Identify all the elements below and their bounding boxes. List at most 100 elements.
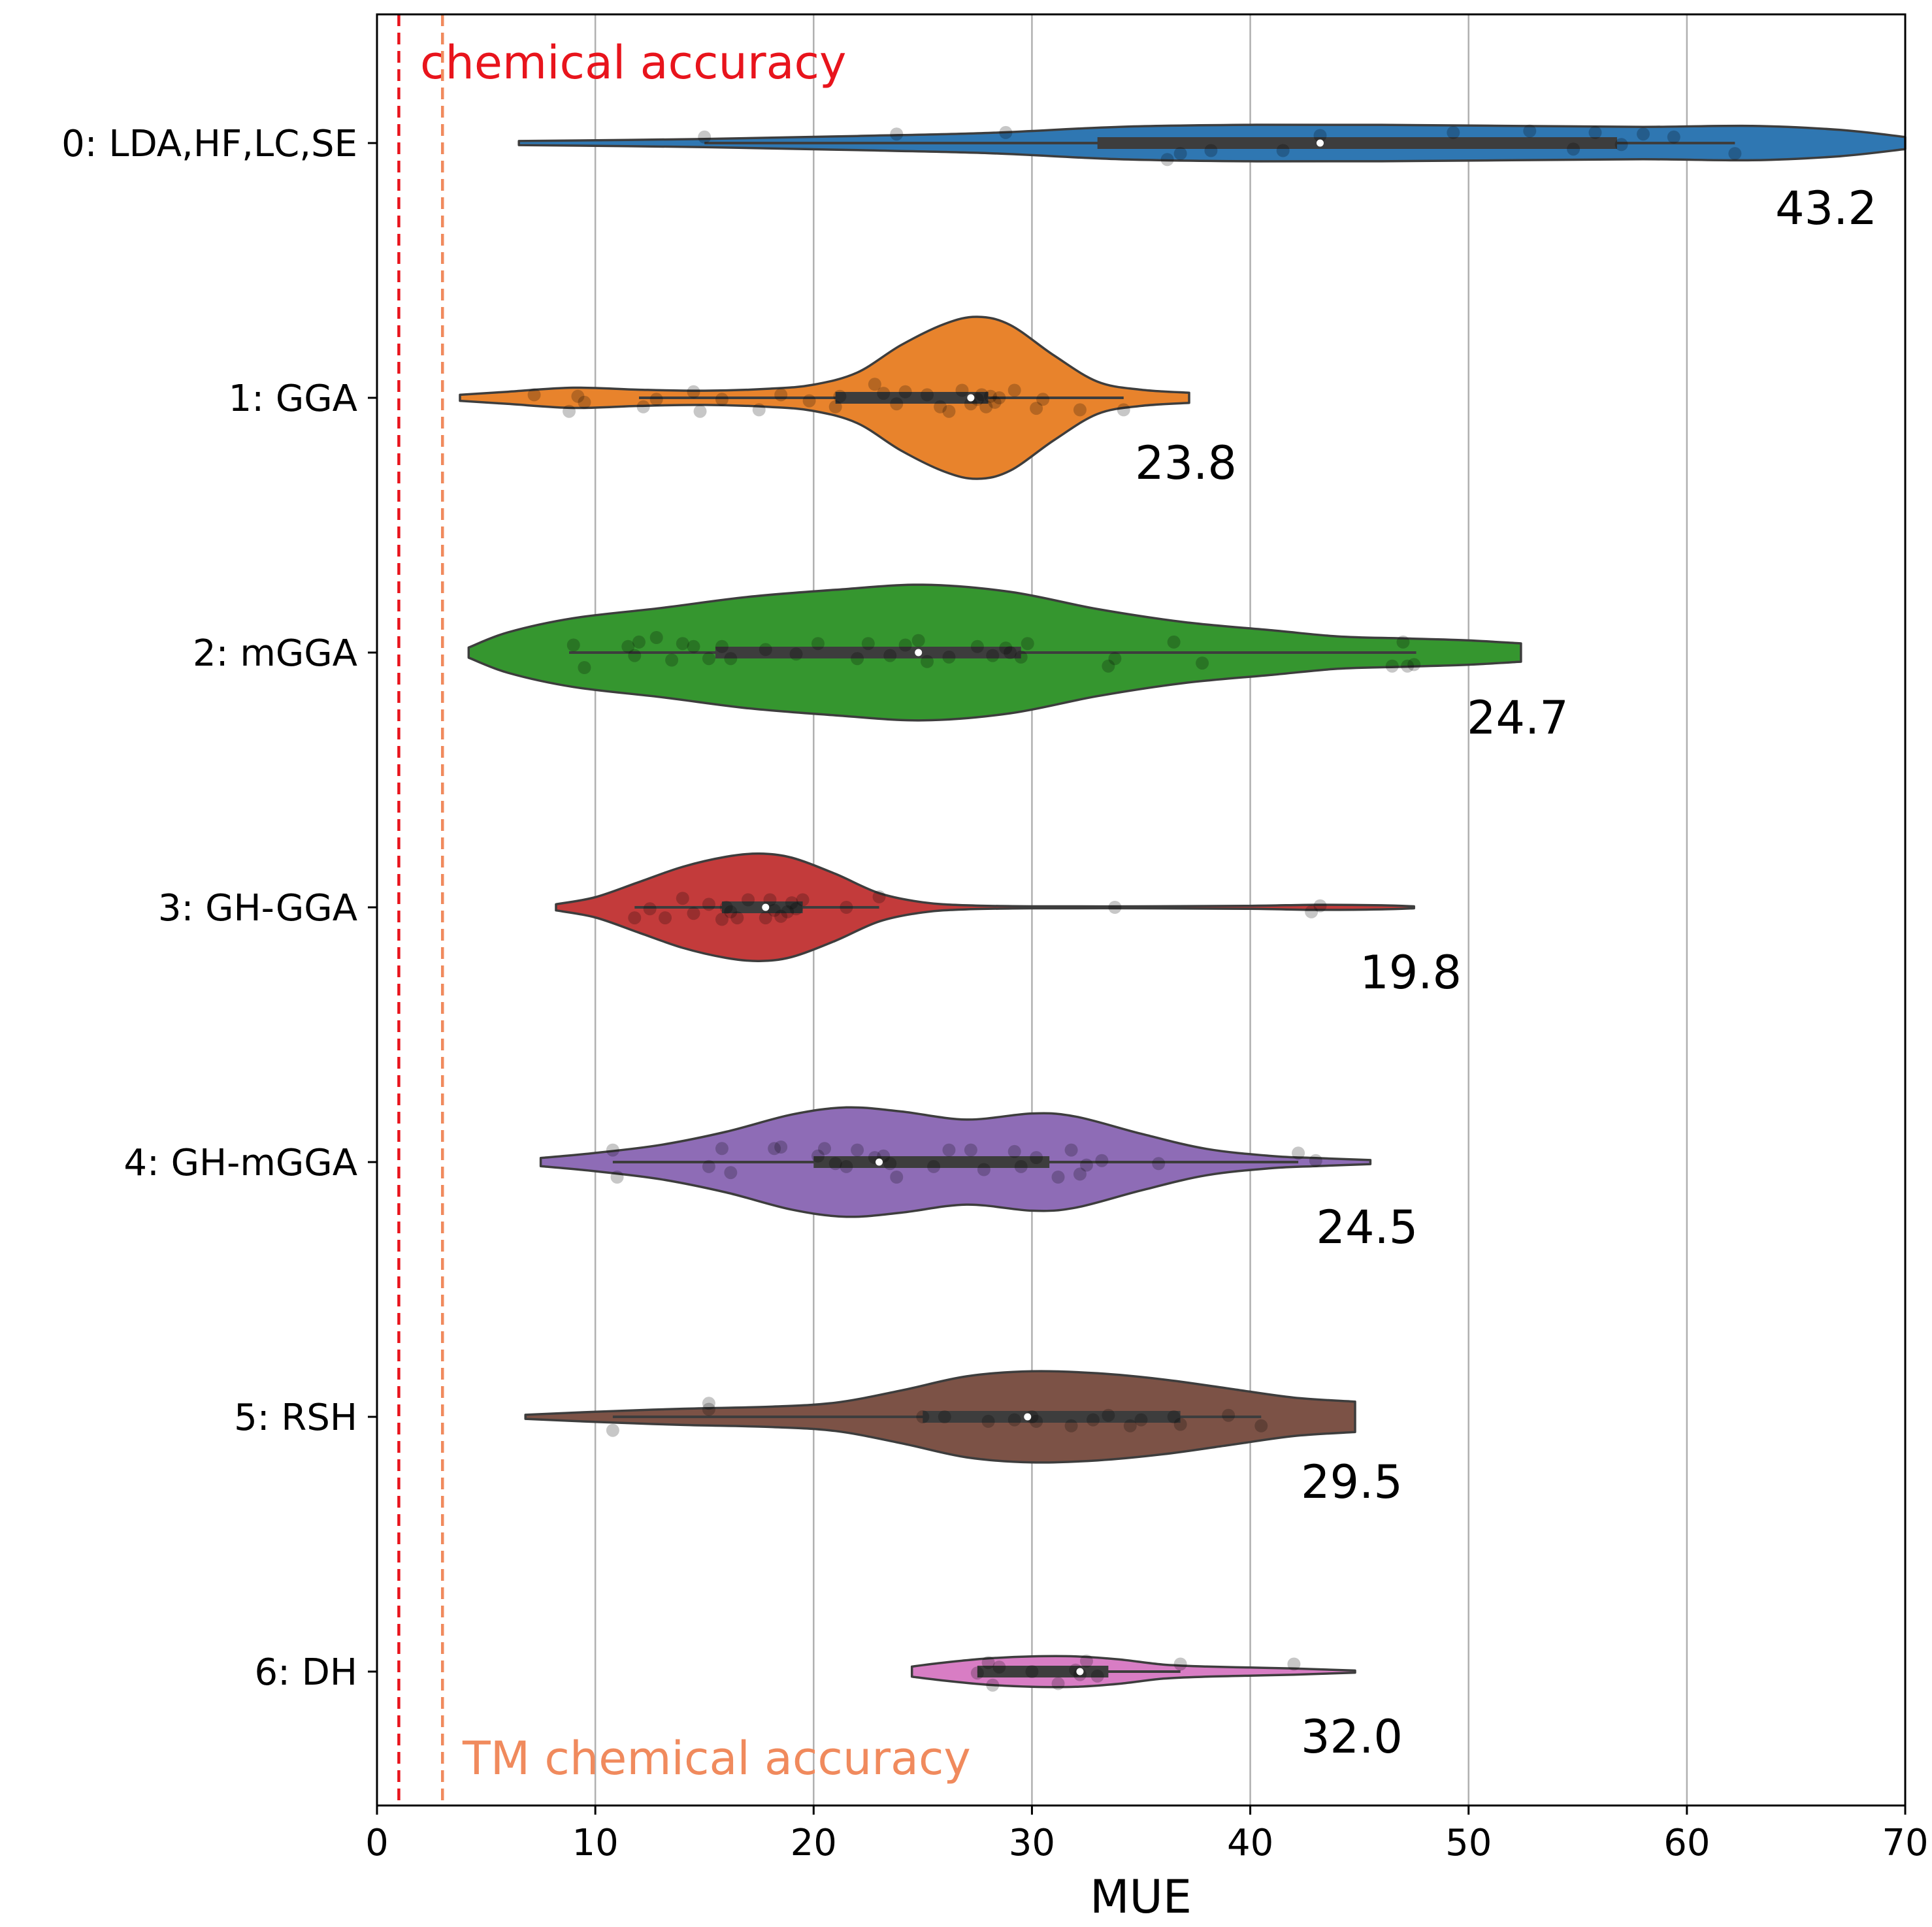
- data-point: [676, 637, 689, 651]
- axes: 0 10 20 30 40 50 60 70 0: LDA,HF,LC,SE 1: GGA 2: m…: [61, 123, 1929, 1864]
- data-point: [665, 653, 679, 667]
- data-point: [578, 661, 591, 674]
- data-point: [1108, 901, 1122, 914]
- data-point: [796, 893, 810, 907]
- data-point: [883, 649, 897, 662]
- y-tick-label-6: 6: DH: [254, 1651, 357, 1694]
- data-point: [768, 903, 781, 917]
- data-point: [1007, 1413, 1021, 1427]
- data-point: [916, 1410, 930, 1423]
- data-point: [693, 404, 707, 418]
- x-tick-label: 50: [1445, 1822, 1492, 1864]
- data-point: [719, 901, 733, 914]
- data-point: [890, 1171, 904, 1184]
- data-point: [621, 640, 635, 653]
- median-marker-4: [876, 1158, 883, 1166]
- data-point: [759, 643, 772, 656]
- y-tick-label-3: 3: GH-GGA: [158, 887, 357, 930]
- data-point: [890, 397, 904, 411]
- data-point: [861, 637, 875, 651]
- data-point: [979, 400, 993, 413]
- data-point: [1117, 403, 1130, 417]
- data-point: [851, 1143, 864, 1157]
- violin-1: [459, 316, 1190, 480]
- data-point: [1523, 124, 1537, 138]
- data-point: [759, 911, 772, 925]
- data-point: [1102, 1408, 1115, 1422]
- data-point: [1728, 147, 1742, 161]
- plot-frame: [376, 13, 1907, 1807]
- data-point: [698, 130, 712, 144]
- data-point: [566, 638, 580, 652]
- data-point: [811, 637, 825, 651]
- data-point: [934, 400, 947, 413]
- data-point: [1004, 646, 1017, 659]
- data-point: [649, 631, 663, 644]
- mean-label-5: 29.5: [1301, 1455, 1403, 1509]
- data-point: [774, 1141, 788, 1154]
- data-point: [1276, 144, 1290, 157]
- data-point: [636, 400, 650, 413]
- median-marker-6: [1076, 1668, 1084, 1676]
- data-point: [942, 650, 956, 664]
- data-point: [999, 125, 1013, 139]
- data-point: [883, 1157, 897, 1171]
- data-point: [1305, 905, 1318, 918]
- iqr-box-1: [835, 392, 989, 404]
- data-point: [964, 397, 977, 411]
- data-point: [1073, 1167, 1087, 1181]
- data-point: [1222, 1408, 1236, 1422]
- data-point: [763, 893, 777, 907]
- data-point: [1007, 383, 1021, 397]
- data-point: [981, 1414, 995, 1428]
- data-point: [1090, 1669, 1104, 1683]
- data-point: [1313, 129, 1327, 142]
- grid-lines: [594, 14, 1688, 1806]
- data-point: [571, 389, 585, 403]
- data-point: [1614, 138, 1628, 152]
- y-tick-label-0: 0: LDA,HF,LC,SE: [61, 123, 357, 165]
- data-point: [789, 902, 803, 916]
- data-point: [970, 1666, 984, 1680]
- data-point: [687, 907, 700, 920]
- mean-label-1: 23.8: [1135, 436, 1237, 490]
- data-point: [659, 911, 672, 925]
- data-point: [702, 1402, 715, 1416]
- data-point: [1173, 147, 1187, 161]
- mean-label-4: 24.5: [1316, 1201, 1418, 1254]
- data-point: [872, 890, 886, 903]
- data-point: [715, 913, 729, 926]
- data-point: [1079, 1654, 1093, 1668]
- data-point: [1079, 1158, 1093, 1172]
- mean-label-0: 43.2: [1775, 182, 1877, 235]
- data-point: [789, 647, 803, 661]
- x-tick-label: 70: [1882, 1822, 1928, 1864]
- data-point: [1064, 1419, 1078, 1433]
- x-tick-label: 60: [1663, 1822, 1710, 1864]
- data-point: [1007, 1144, 1021, 1158]
- data-point: [1064, 1143, 1078, 1157]
- data-point: [628, 911, 642, 925]
- x-tick-label: 0: [365, 1822, 389, 1864]
- median-marker-1: [967, 394, 975, 402]
- data-point: [851, 652, 864, 666]
- iqr-box-4: [813, 1156, 1050, 1168]
- y-tick-label-2: 2: mGGA: [193, 632, 357, 675]
- data-point: [955, 383, 969, 397]
- data-point: [715, 640, 729, 653]
- data-point: [986, 1678, 1000, 1692]
- data-point: [833, 389, 847, 403]
- x-tick-label: 40: [1227, 1822, 1273, 1864]
- data-point: [975, 388, 989, 402]
- median-marker-0: [1316, 139, 1324, 147]
- iqr-box-6: [977, 1666, 1109, 1677]
- data-point: [898, 638, 912, 652]
- data-point: [632, 635, 646, 649]
- iqr-box-0: [1097, 137, 1617, 149]
- data-point: [628, 649, 642, 662]
- data-point: [785, 896, 798, 910]
- data-point: [1667, 130, 1680, 144]
- data-point: [983, 389, 997, 403]
- data-point: [1254, 1419, 1268, 1433]
- data-point: [992, 1660, 1006, 1674]
